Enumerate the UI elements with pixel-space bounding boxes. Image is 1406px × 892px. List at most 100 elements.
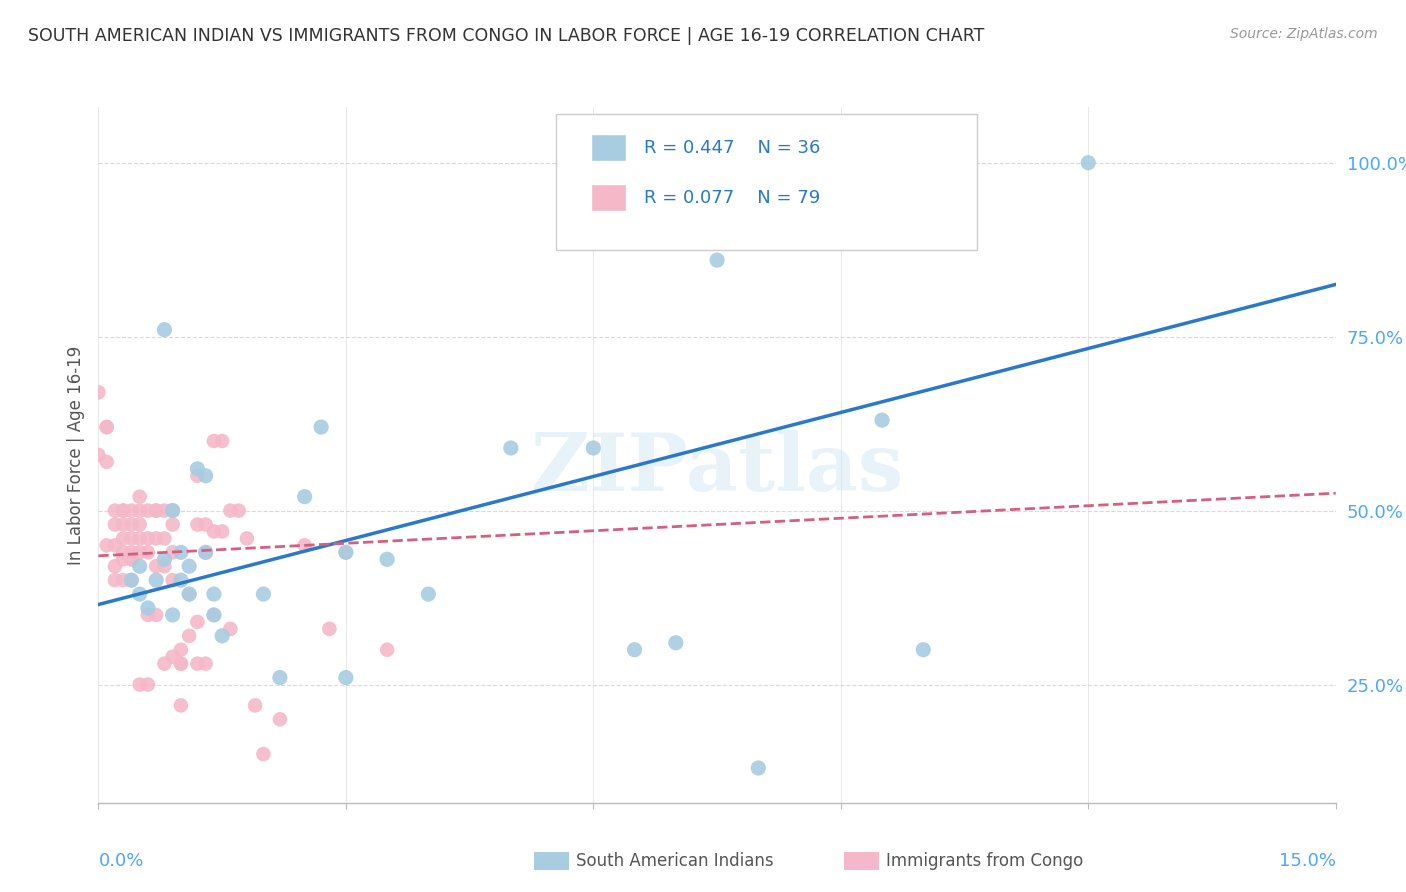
Point — [136, 601, 159, 615]
Point — [136, 607, 159, 622]
Point — [202, 434, 225, 448]
Text: Immigrants from Congo: Immigrants from Congo — [886, 852, 1083, 870]
Point — [112, 532, 135, 546]
Point — [120, 545, 142, 559]
Point — [145, 532, 167, 546]
Point — [153, 323, 176, 337]
Point — [236, 532, 259, 546]
Point — [179, 559, 201, 574]
Y-axis label: In Labor Force | Age 16-19: In Labor Force | Age 16-19 — [66, 345, 84, 565]
Point — [194, 545, 217, 559]
Point — [186, 657, 208, 671]
Point — [153, 532, 176, 546]
Point — [211, 434, 233, 448]
Point — [499, 441, 522, 455]
Point — [145, 607, 167, 622]
Point — [96, 538, 118, 552]
Point — [128, 532, 150, 546]
Point — [162, 607, 184, 622]
Point — [136, 532, 159, 546]
Point — [104, 538, 127, 552]
Point — [252, 587, 274, 601]
Point — [153, 657, 176, 671]
Point — [128, 587, 150, 601]
Point — [162, 573, 184, 587]
Point — [87, 448, 110, 462]
Text: R = 0.077    N = 79: R = 0.077 N = 79 — [644, 189, 820, 207]
Point — [309, 420, 332, 434]
Text: ZIPatlas: ZIPatlas — [531, 430, 903, 508]
Bar — [591, 134, 626, 161]
Point — [179, 629, 201, 643]
Point — [112, 503, 135, 517]
Point — [179, 587, 201, 601]
Point — [211, 524, 233, 539]
Point — [194, 545, 217, 559]
Point — [912, 642, 935, 657]
Point — [120, 573, 142, 587]
Point — [170, 573, 193, 587]
Point — [128, 517, 150, 532]
Point — [128, 559, 150, 574]
Point — [418, 587, 440, 601]
Text: South American Indians: South American Indians — [576, 852, 775, 870]
Point — [112, 517, 135, 532]
Point — [186, 615, 208, 629]
Point — [202, 607, 225, 622]
Point — [186, 468, 208, 483]
Point — [145, 559, 167, 574]
Point — [170, 642, 193, 657]
Text: SOUTH AMERICAN INDIAN VS IMMIGRANTS FROM CONGO IN LABOR FORCE | AGE 16-19 CORREL: SOUTH AMERICAN INDIAN VS IMMIGRANTS FROM… — [28, 27, 984, 45]
FancyBboxPatch shape — [557, 114, 977, 250]
Point — [243, 698, 266, 713]
Point — [96, 420, 118, 434]
Point — [1077, 155, 1099, 169]
Point — [145, 573, 167, 587]
Point — [120, 503, 142, 517]
Point — [162, 545, 184, 559]
Point — [128, 503, 150, 517]
Point — [104, 559, 127, 574]
Point — [128, 677, 150, 691]
Point — [375, 552, 398, 566]
Point — [582, 441, 605, 455]
Point — [153, 559, 176, 574]
Point — [870, 413, 893, 427]
Point — [335, 545, 357, 559]
Point — [318, 622, 340, 636]
Point — [375, 642, 398, 657]
Point — [112, 503, 135, 517]
Point — [120, 552, 142, 566]
Point — [219, 622, 242, 636]
Point — [228, 503, 250, 517]
Point — [87, 385, 110, 400]
Point — [211, 629, 233, 643]
Point — [162, 503, 184, 517]
Point — [153, 552, 176, 566]
Point — [96, 420, 118, 434]
Point — [623, 642, 645, 657]
Point — [162, 517, 184, 532]
Point — [136, 677, 159, 691]
Point — [335, 671, 357, 685]
Text: Source: ZipAtlas.com: Source: ZipAtlas.com — [1230, 27, 1378, 41]
Point — [747, 761, 769, 775]
Point — [665, 636, 688, 650]
Point — [128, 490, 150, 504]
Point — [120, 552, 142, 566]
Point — [120, 573, 142, 587]
Point — [104, 517, 127, 532]
Point — [136, 545, 159, 559]
Point — [252, 747, 274, 761]
Point — [179, 587, 201, 601]
Point — [112, 552, 135, 566]
Point — [186, 462, 208, 476]
Point — [145, 503, 167, 517]
Point — [335, 545, 357, 559]
Point — [202, 607, 225, 622]
Point — [104, 573, 127, 587]
Text: 0.0%: 0.0% — [98, 852, 143, 870]
Point — [194, 468, 217, 483]
Point — [202, 524, 225, 539]
Point — [186, 517, 208, 532]
